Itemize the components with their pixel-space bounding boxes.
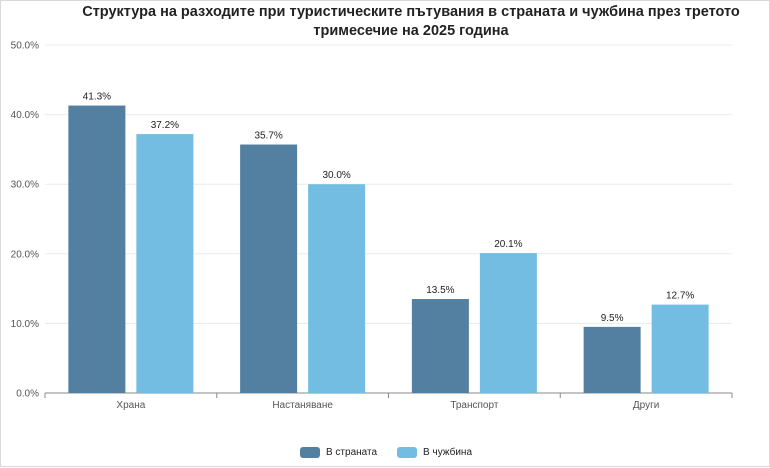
legend-item-abroad[interactable]: В чужбина <box>397 447 472 458</box>
data-label: 41.3% <box>83 92 111 103</box>
bar <box>583 326 641 393</box>
bar <box>651 304 709 393</box>
x-tick-label: Храна <box>116 400 145 411</box>
bar <box>308 184 366 393</box>
y-tick-label: 0.0% <box>16 389 39 400</box>
x-tick-label: Настаняване <box>272 400 333 411</box>
x-tick-label: Други <box>633 400 659 411</box>
y-tick-label: 50.0% <box>11 41 39 52</box>
data-label: 12.7% <box>666 291 694 302</box>
legend-label-domestic: В страната <box>325 447 378 458</box>
y-tick-label: 40.0% <box>11 110 39 121</box>
data-label: 20.1% <box>494 239 522 250</box>
data-label: 9.5% <box>601 313 624 324</box>
bar <box>68 105 126 393</box>
data-label: 35.7% <box>254 131 282 142</box>
legend-item-domestic[interactable]: В страната <box>299 447 378 458</box>
data-label: 30.0% <box>322 170 350 181</box>
y-tick-label: 10.0% <box>11 319 39 330</box>
bar <box>136 134 194 393</box>
y-tick-label: 20.0% <box>11 249 39 260</box>
chart-title: Структура на разходите при туристическит… <box>82 4 740 39</box>
bar <box>411 299 469 393</box>
legend: В страната В чужбина <box>1 447 770 458</box>
y-tick-label: 30.0% <box>11 180 39 191</box>
legend-swatch-abroad <box>397 447 418 458</box>
bar <box>240 144 298 393</box>
bar <box>479 253 537 393</box>
x-tick-label: Транспорт <box>450 400 499 411</box>
data-label: 13.5% <box>426 285 454 296</box>
legend-label-abroad: В чужбина <box>423 447 473 458</box>
legend-swatch-domestic <box>299 447 320 458</box>
data-label: 37.2% <box>151 120 179 131</box>
